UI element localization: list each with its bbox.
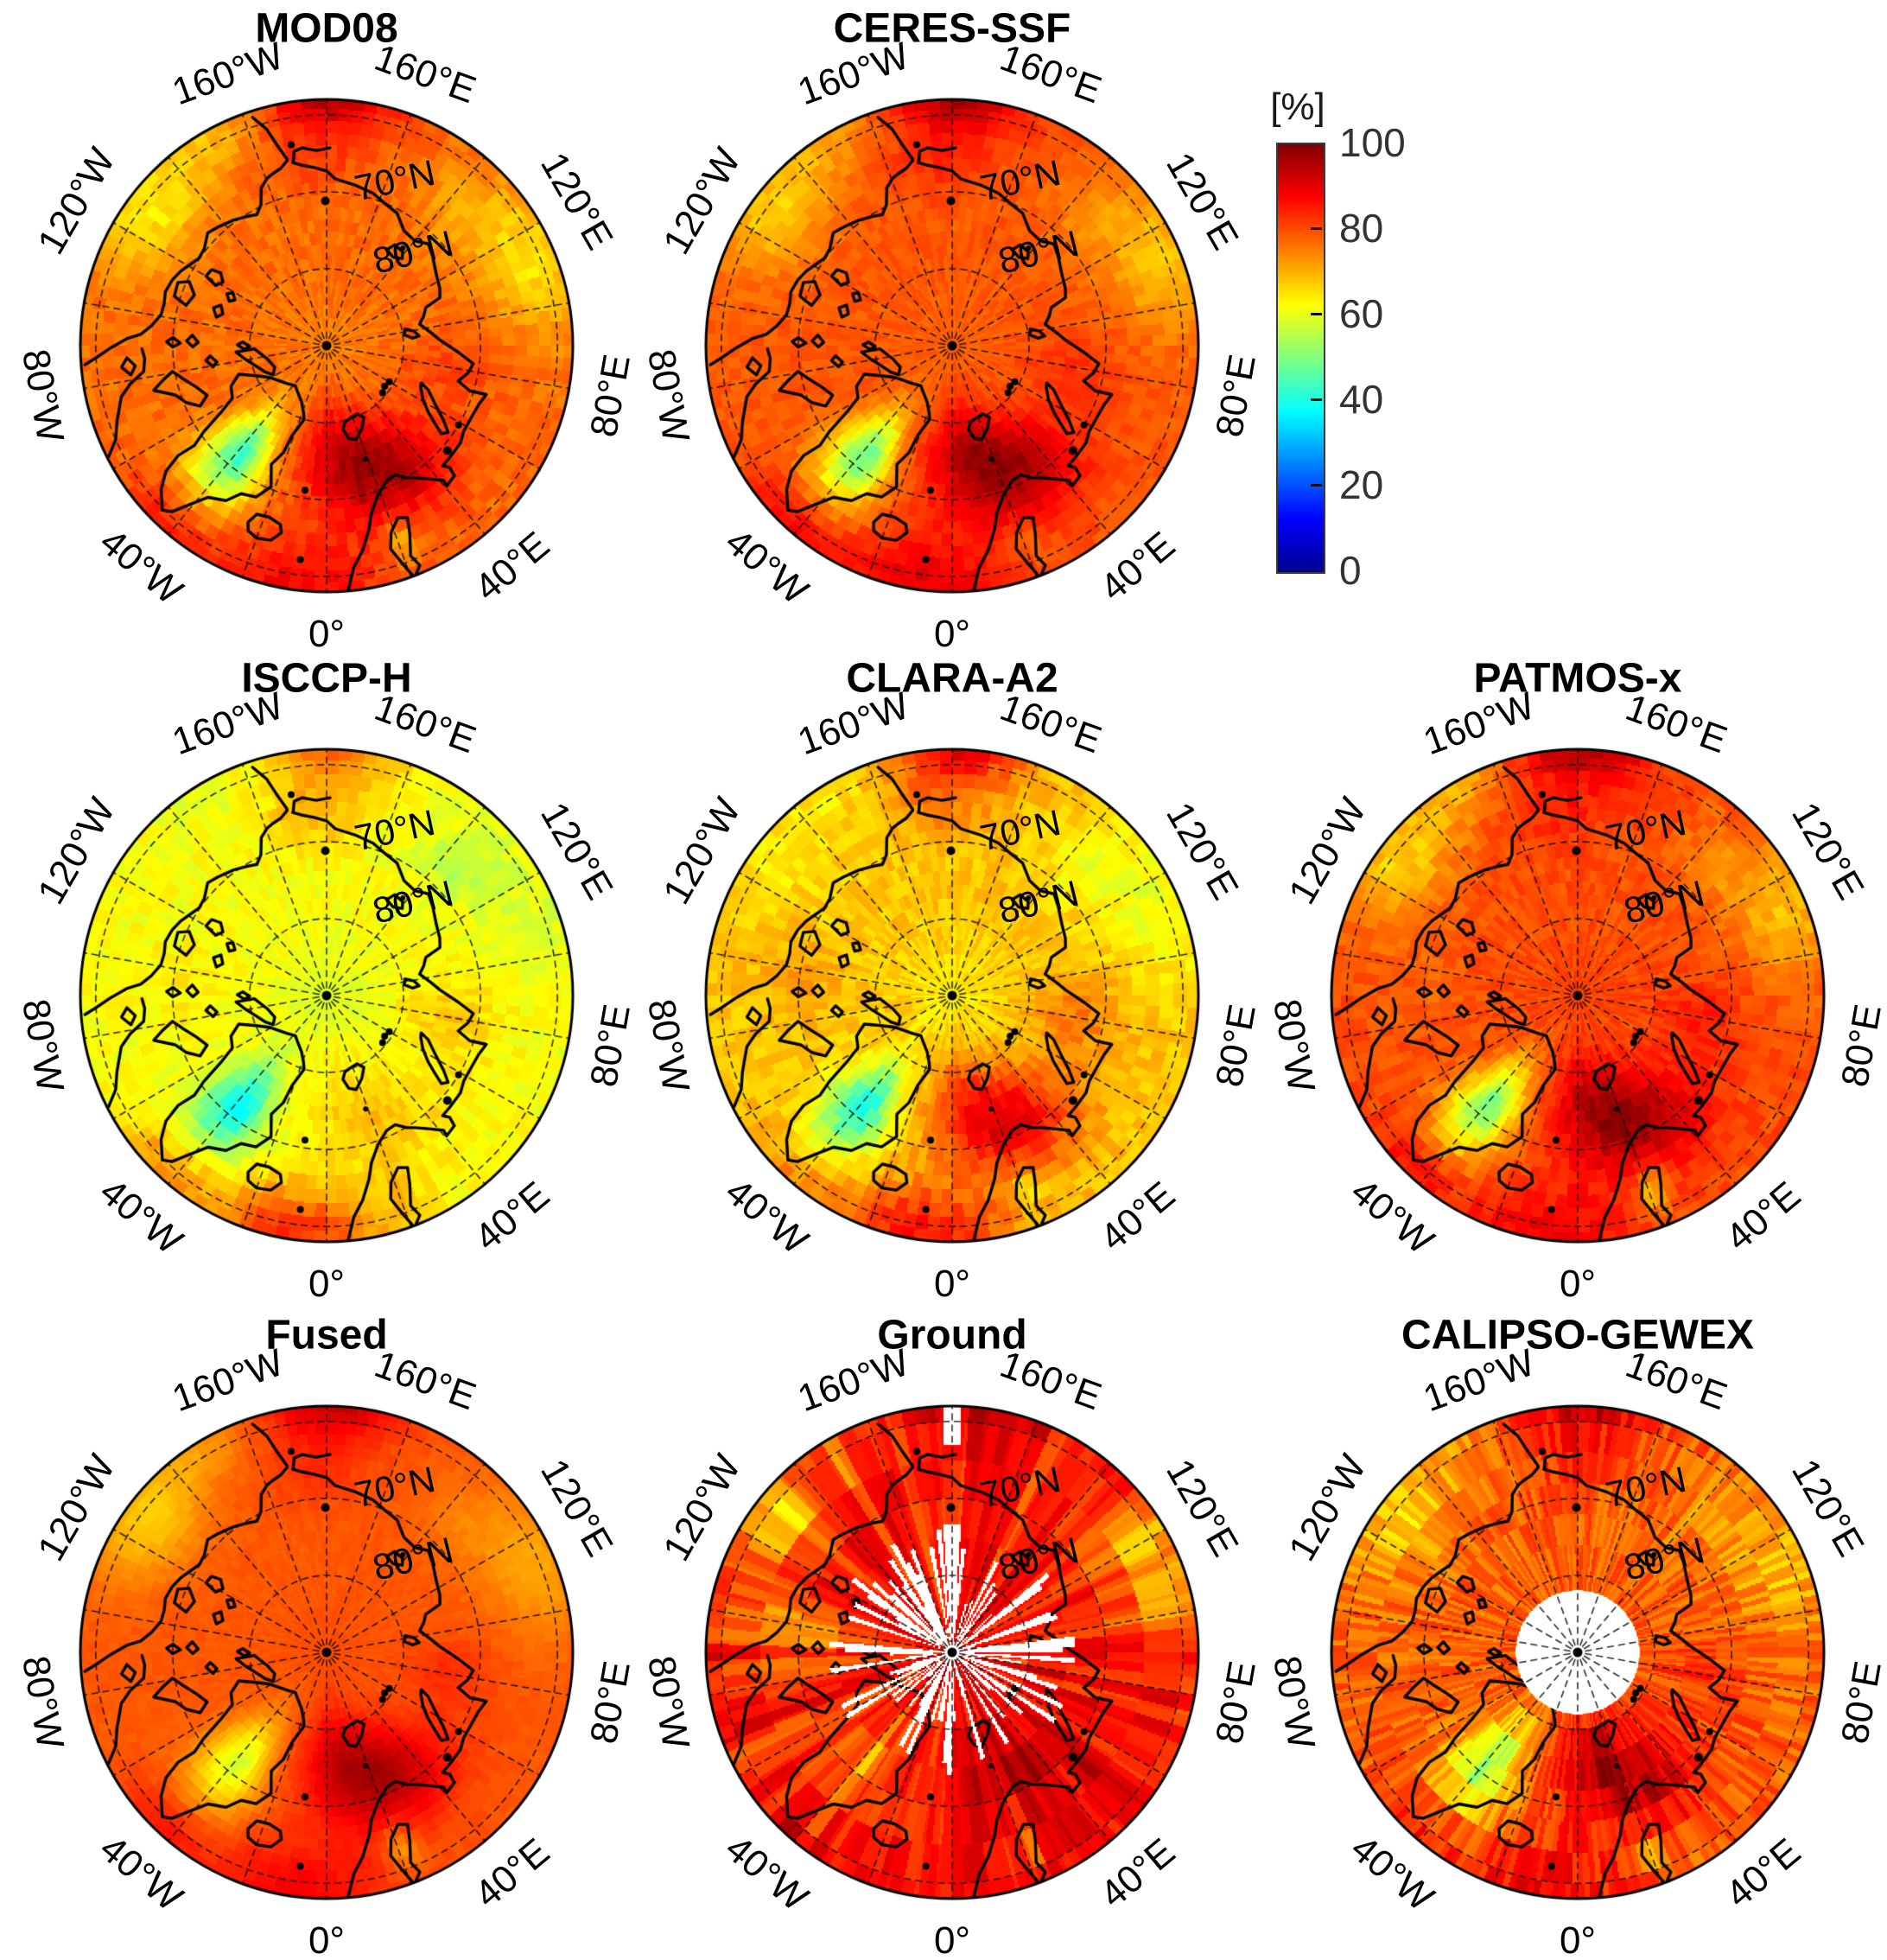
meridian-label-isccp-80w: 80°W (14, 996, 73, 1096)
meridian-label-mod08-0: 0° (308, 613, 346, 655)
colorbar-title: [%] (1270, 86, 1325, 128)
meridian-label-ground-80e: 80°E (1207, 1658, 1264, 1747)
colorbar-tick-mark-60 (1311, 313, 1322, 315)
meridian-label-calipso-0: 0° (1559, 1919, 1597, 1960)
meridian-label-calipso-80w: 80°W (1265, 1652, 1324, 1753)
meridian-label-isccp-0: 0° (308, 1263, 346, 1305)
meridian-label-fused-0: 0° (308, 1919, 346, 1960)
meridian-label-clara-80w: 80°W (639, 996, 698, 1096)
colorbar-tick-label-60: 60 (1339, 291, 1384, 336)
map-title-fused: Fused (265, 1312, 388, 1359)
map-title-isccp: ISCCP-H (241, 655, 412, 702)
map-canvas-clara (693, 736, 1211, 1255)
map-title-patmos: PATMOS-x (1473, 655, 1682, 702)
meridian-label-ground-80w: 80°W (639, 1652, 698, 1753)
meridian-label-patmos-0: 0° (1559, 1263, 1597, 1305)
colorbar-tick-label-40: 40 (1339, 377, 1384, 422)
meridian-label-patmos-80w: 80°W (1265, 996, 1324, 1096)
map-canvas-fused (67, 1393, 586, 1912)
colorbar-tick-label-20: 20 (1339, 462, 1384, 507)
meridian-label-ceres-80e: 80°E (1207, 351, 1264, 441)
meridian-label-fused-80e: 80°E (581, 1658, 639, 1747)
map-canvas-ceres (693, 86, 1211, 605)
meridian-label-calipso-80e: 80°E (1833, 1658, 1887, 1747)
meridian-label-ceres-0: 0° (933, 613, 971, 655)
map-canvas-patmos (1318, 736, 1837, 1255)
colorbar-tick-label-0: 0 (1339, 548, 1362, 593)
colorbar-tick-mark-80 (1311, 227, 1322, 230)
map-title-clara: CLARA-A2 (846, 655, 1058, 702)
map-title-calipso: CALIPSO-GEWEX (1401, 1312, 1755, 1359)
colorbar-tick-label-80: 80 (1339, 206, 1384, 251)
meridian-label-clara-80e: 80°E (1207, 1001, 1264, 1091)
meridian-label-fused-80w: 80°W (14, 1652, 73, 1753)
meridian-label-mod08-80w: 80°W (14, 346, 73, 446)
map-title-ground: Ground (877, 1312, 1027, 1359)
colorbar-tick-label-100: 100 (1339, 120, 1406, 165)
meridian-label-patmos-80e: 80°E (1833, 1001, 1887, 1091)
meridian-label-ceres-80w: 80°W (639, 346, 698, 446)
map-canvas-calipso (1318, 1393, 1837, 1912)
meridian-label-ground-0: 0° (933, 1919, 971, 1960)
meridian-label-isccp-80e: 80°E (581, 1001, 639, 1091)
map-canvas-ground (693, 1393, 1211, 1912)
meridian-label-clara-0: 0° (933, 1263, 971, 1305)
map-title-ceres: CERES-SSF (833, 5, 1071, 52)
map-title-mod08: MOD08 (255, 5, 398, 52)
map-canvas-isccp (67, 736, 586, 1255)
colorbar-gradient (1276, 143, 1325, 574)
colorbar-tick-mark-40 (1311, 398, 1322, 401)
meridian-label-mod08-80e: 80°E (581, 351, 639, 441)
colorbar-tick-mark-20 (1311, 484, 1322, 487)
map-canvas-mod08 (67, 86, 586, 605)
